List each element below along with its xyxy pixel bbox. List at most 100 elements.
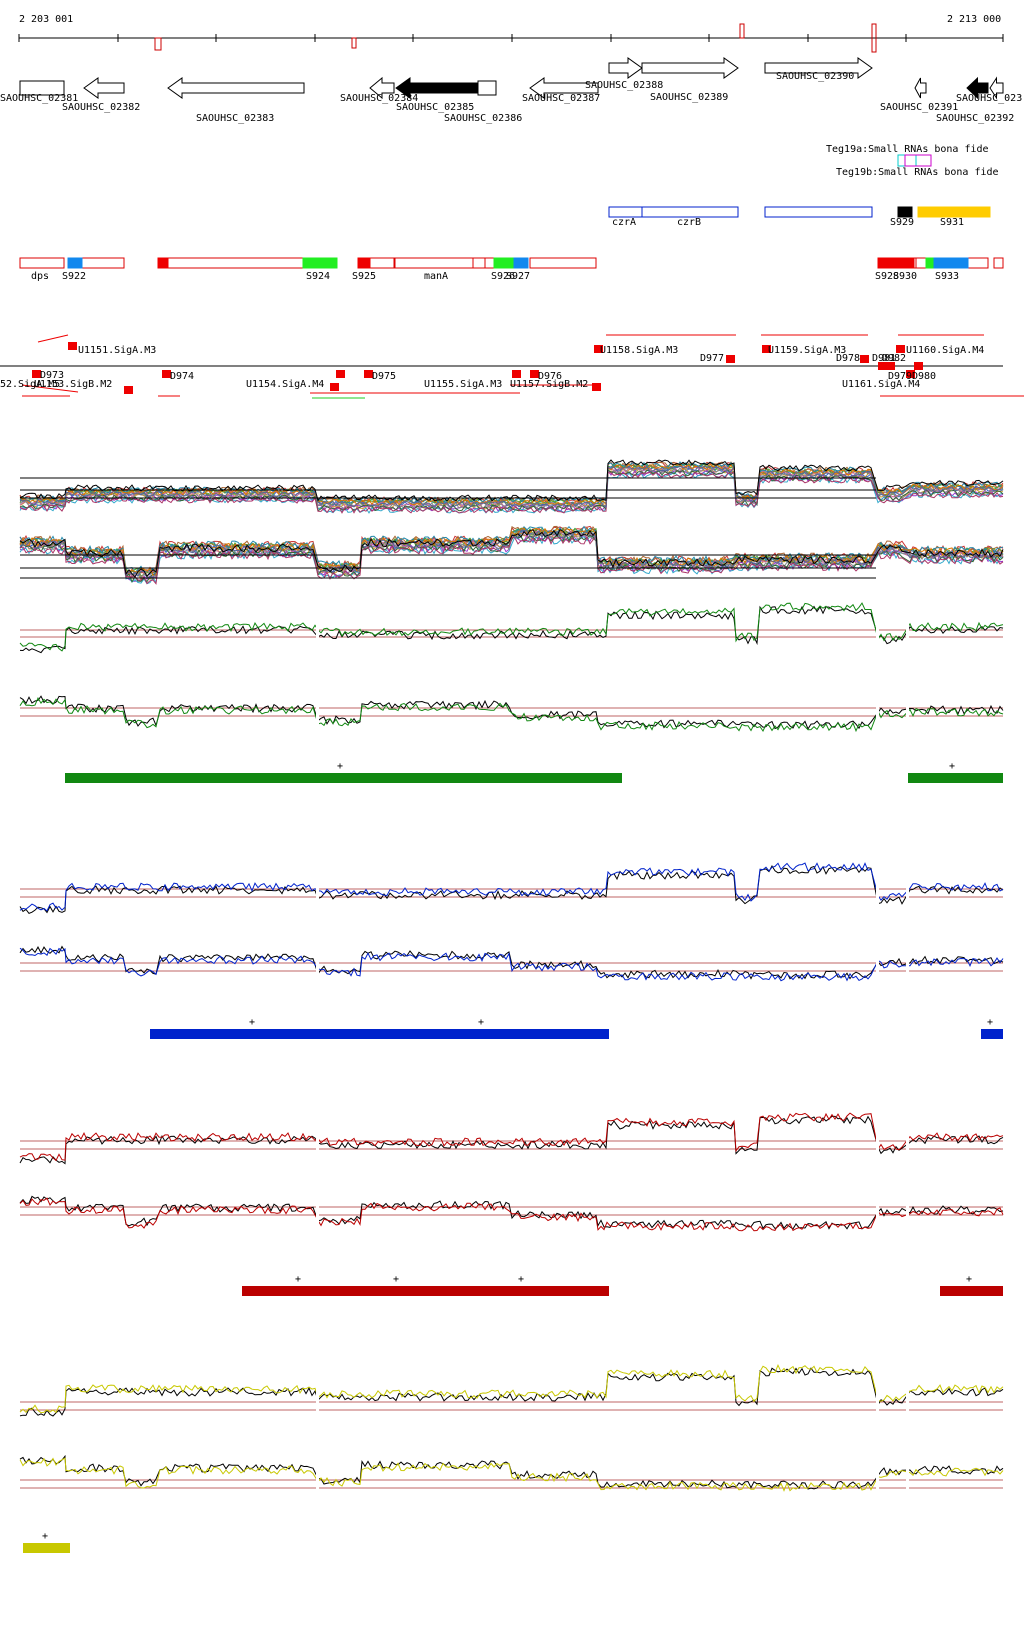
segment-box[interactable] [394,257,474,269]
condition-panel-yellow: + [19,1362,1004,1553]
gene-feature[interactable]: SAOUHSC_02386 [444,80,522,124]
tss-label: U1151.SigA.M3 [78,345,156,356]
segment-box[interactable] [472,257,486,269]
gene-label: SAOUHSC_02390 [776,71,854,82]
track-gap [316,600,319,740]
signal-trace [19,1367,1004,1417]
region-marker: + [249,1017,255,1028]
segment-box[interactable] [993,257,1004,269]
region-bar[interactable] [981,1029,1003,1039]
signal-trace [19,697,1004,733]
tss-marker[interactable] [762,345,771,353]
tss-marker[interactable] [906,370,915,378]
srna-box[interactable] [904,154,932,167]
gene-feature[interactable]: SAOUHSC_02387 [522,77,600,104]
region-marker: + [42,1531,48,1542]
gene-label: SAOUHSC_023 [956,93,1022,104]
operon-box[interactable] [641,206,739,218]
gene-feature[interactable]: SAOUHSC_023 [956,76,1022,104]
tss-label: U1153.SigB.M2 [34,379,112,390]
gene-feature[interactable]: SAOUHSC_02385 [395,77,481,113]
tss-marker[interactable] [124,386,133,394]
gene-arrow[interactable] [966,76,989,100]
tss-marker[interactable] [914,362,923,370]
tss-marker[interactable] [878,362,887,370]
tss-label: U1154.SigA.M4 [246,379,324,390]
tss-marker[interactable] [592,383,601,391]
track-gap [876,860,879,990]
tss-marker[interactable] [594,345,603,353]
gene-feature[interactable]: SAOUHSC_02383 [167,77,305,124]
operon-box[interactable] [764,206,873,218]
gene-arrow[interactable] [529,77,599,99]
gene-feature[interactable]: SAOUHSC_02388 [585,57,663,91]
gene-feature[interactable]: SAOUHSC_02384 [340,76,418,104]
segment-box[interactable] [19,257,65,269]
condition-panel-green: + + [19,600,1004,783]
condition-panel-red: + + + + [19,1110,1004,1296]
gene-arrow[interactable] [989,76,1004,100]
gene-arrow[interactable] [914,77,927,99]
operon-box[interactable] [608,206,643,218]
operon-feature[interactable]: czrB [641,206,739,228]
operon-feature[interactable] [764,206,873,218]
gene-arrow[interactable] [19,80,65,96]
operon-box[interactable] [917,206,991,218]
signal-trace [19,1197,1004,1232]
region-bar[interactable] [908,773,1003,783]
gene-arrow[interactable] [395,77,481,99]
region-bar[interactable] [65,773,622,783]
tss-marker[interactable] [530,370,539,378]
tss-marker[interactable] [886,362,895,370]
tss-marker[interactable] [336,370,345,378]
gene-feature[interactable]: SAOUHSC_02382 [62,77,140,113]
operon-feature[interactable]: S931 [917,206,991,228]
tss-marker[interactable] [162,370,171,378]
track-gap [876,600,879,740]
tss-marker[interactable] [32,370,41,378]
gene-feature[interactable]: SAOUHSC_02381 [0,80,78,104]
tss-label: D980 [912,371,936,382]
operon-feature[interactable]: S929 [890,206,914,228]
segment-fill [513,257,529,269]
gene-arrow[interactable] [167,77,305,99]
gene-arrow[interactable] [83,77,125,99]
tss-marker[interactable] [726,355,735,363]
operon-label: S929 [890,217,914,228]
segment-fill [67,257,83,269]
tss-marker[interactable] [330,383,339,391]
tss-marker[interactable] [896,345,905,353]
tss-marker[interactable] [364,370,373,378]
gene-arrow[interactable] [369,76,395,100]
operon-feature[interactable]: czrA [608,206,643,228]
region-marker: + [295,1274,301,1285]
tss-marker[interactable] [68,342,77,350]
gene-feature[interactable]: SAOUHSC_02391 [880,77,958,113]
track-gap [906,600,909,740]
segment-label: manA [424,271,448,282]
gene-feature[interactable]: SAOUHSC_02389 [641,57,739,103]
gene-arrow[interactable] [641,57,739,79]
gene-arrow[interactable] [477,80,497,96]
tss-label: D979 [888,371,912,382]
gene-arrow[interactable] [608,57,643,79]
region-bar[interactable] [23,1543,70,1553]
tss-marker[interactable] [512,370,521,378]
region-bar[interactable] [150,1029,609,1039]
region-bar[interactable] [940,1286,1003,1296]
operon-box[interactable] [897,206,913,218]
tss-marker[interactable] [860,355,869,363]
srna-box[interactable] [897,154,917,167]
segment-box[interactable] [529,257,597,269]
gene-feature[interactable]: SAOUHSC_02392 [936,76,1014,124]
gene-label: SAOUHSC_02381 [0,93,78,104]
gene-feature[interactable]: SAOUHSC_02390 [764,57,873,82]
region-bar[interactable] [242,1286,609,1296]
tss-label: U1160.SigA.M4 [906,345,984,356]
gene-label: SAOUHSC_02387 [522,93,600,104]
expression-line [19,471,1004,514]
gene-arrow[interactable] [764,57,873,79]
segment-label: S925 [352,271,376,282]
tss-label: D976 [538,371,562,382]
